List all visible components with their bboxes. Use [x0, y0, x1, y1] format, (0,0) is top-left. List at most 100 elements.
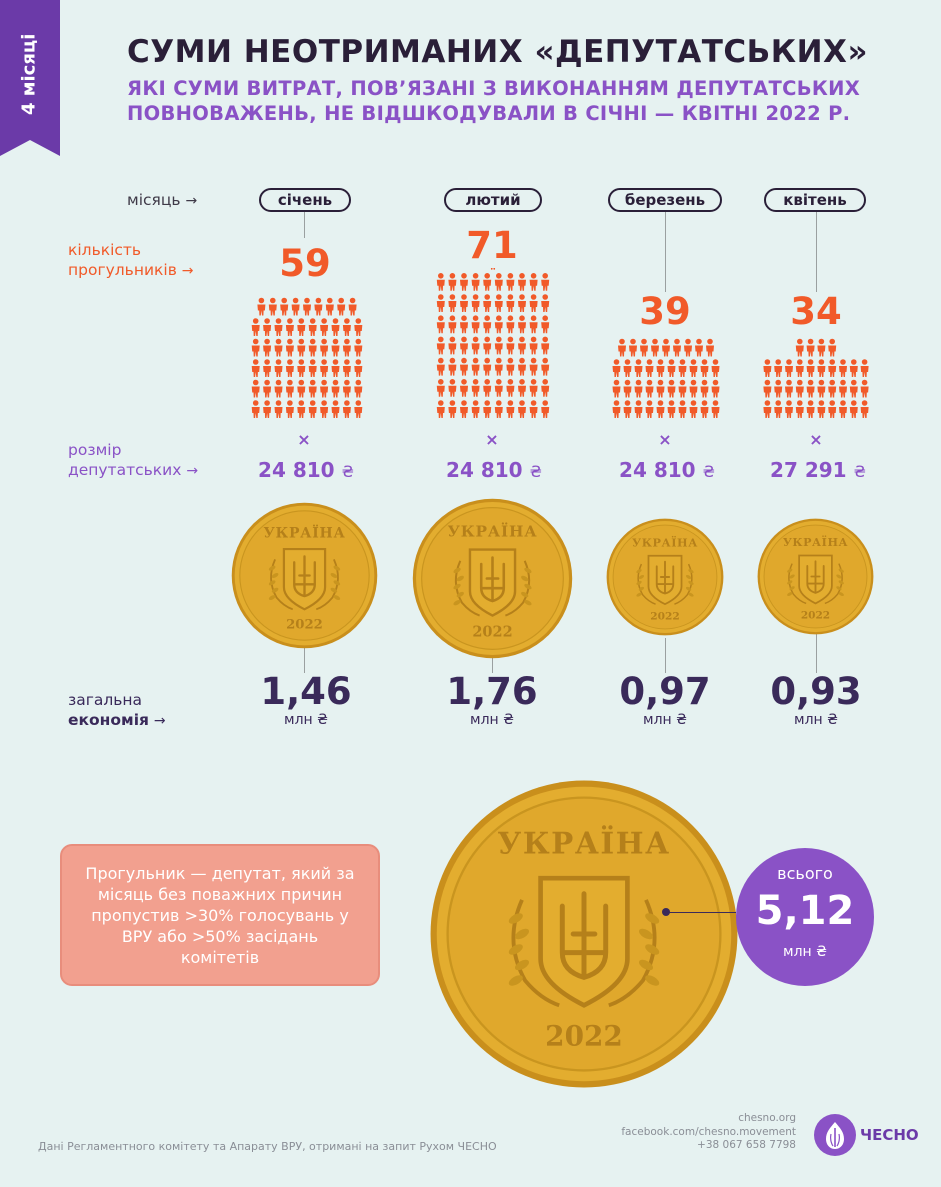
coin-icon: УКРАЇНА 2022 — [757, 518, 874, 635]
person-icon — [251, 338, 260, 357]
person-icon — [640, 338, 648, 357]
person-icon — [839, 379, 847, 398]
absentee-count: 34 — [790, 290, 842, 333]
arrow-icon: → — [185, 193, 198, 209]
person-icon — [689, 359, 698, 377]
person-icon — [251, 359, 260, 377]
person-icon — [342, 359, 351, 377]
total-unit: млн ₴ — [783, 944, 827, 960]
person-icon — [263, 338, 272, 357]
pointer-line — [666, 912, 736, 913]
absentee-count: 39 — [639, 290, 691, 333]
person-icon — [806, 338, 815, 357]
person-icon — [448, 336, 457, 355]
person-icon — [448, 315, 457, 334]
absentee-definition-note: Прогульник — депутат, який за місяць без… — [60, 844, 380, 986]
svg-text:2022: 2022 — [650, 609, 680, 622]
person-icon — [460, 273, 468, 291]
person-icon — [695, 338, 703, 357]
person-icon — [471, 315, 480, 334]
person-icon — [656, 400, 665, 418]
person-icon — [849, 359, 858, 377]
person-icon — [795, 338, 804, 357]
person-icon — [460, 294, 468, 312]
person-icon — [471, 273, 480, 291]
row-label-allowance: розмір депутатських → — [68, 441, 199, 479]
person-icon — [506, 379, 515, 397]
person-icon — [629, 338, 637, 357]
allowance-amount: 27 291 ₴ — [770, 458, 866, 482]
svg-text:УКРАЇНА: УКРАЇНА — [783, 535, 848, 549]
person-icon — [448, 294, 457, 312]
savings-value: 1,46 — [260, 670, 352, 713]
facebook-link[interactable]: facebook.com/chesno.movement — [621, 1125, 796, 1138]
savings-value: 0,93 — [770, 670, 862, 713]
person-icon — [817, 400, 826, 418]
person-icon — [623, 379, 632, 398]
person-icon — [817, 359, 826, 377]
person-icon — [303, 297, 311, 316]
page-subtitle: ЯКІ СУМИ ВИТРАТ, ПОВ’ЯЗАНІ З ВИКОНАННЯМ … — [127, 77, 861, 125]
people-icons — [763, 338, 869, 418]
person-icon — [839, 400, 847, 418]
person-icon — [662, 338, 670, 357]
person-icon — [274, 318, 283, 336]
person-icon — [494, 379, 503, 397]
person-icon — [711, 359, 720, 377]
page-title: СУМИ НЕОТРИМАНИХ «ДЕПУТАТСЬКИХ» — [127, 34, 868, 70]
person-icon — [483, 400, 492, 418]
person-icon — [529, 336, 538, 355]
person-icon — [763, 400, 772, 418]
person-icon — [448, 357, 457, 376]
person-icon — [354, 338, 363, 357]
person-icon — [274, 338, 283, 357]
person-icon — [506, 315, 515, 334]
person-icon — [839, 359, 847, 377]
person-icon — [817, 338, 826, 357]
person-icon — [285, 400, 294, 418]
person-icon — [342, 338, 351, 357]
person-icon — [529, 357, 538, 376]
person-icon — [785, 400, 793, 418]
person-icon — [494, 273, 503, 291]
person-icon — [529, 400, 538, 418]
person-icon — [460, 400, 468, 418]
person-icon — [297, 379, 306, 398]
person-icon — [634, 379, 643, 398]
svg-text:2022: 2022 — [545, 1020, 623, 1053]
person-icon — [342, 400, 351, 418]
person-icon — [257, 297, 266, 316]
person-icon — [518, 273, 526, 291]
person-icon — [623, 359, 632, 377]
person-icon — [795, 379, 804, 398]
person-icon — [483, 357, 492, 376]
contacts: chesno.org facebook.com/chesno.movement … — [621, 1112, 796, 1153]
website-link[interactable]: chesno.org — [738, 1112, 796, 1124]
person-icon — [308, 400, 317, 418]
arrow-icon: → — [153, 713, 166, 729]
person-icon — [280, 297, 289, 316]
person-icon — [711, 379, 720, 398]
person-icon — [541, 273, 550, 291]
person-icon — [354, 318, 363, 336]
total-label: всього — [777, 864, 833, 883]
row-label-month: місяць → — [127, 191, 198, 209]
person-icon — [612, 379, 621, 398]
person-icon — [490, 268, 496, 270]
person-icon — [331, 400, 340, 418]
month-pill: березень — [608, 188, 722, 212]
chesno-logo-icon — [814, 1114, 856, 1156]
divider — [816, 634, 817, 673]
person-icon — [436, 336, 445, 355]
person-icon — [251, 318, 260, 336]
person-icon — [700, 379, 709, 398]
people-icons — [612, 338, 720, 418]
person-icon — [678, 359, 687, 377]
person-icon — [506, 336, 515, 355]
multiply-icon: × — [485, 430, 499, 449]
person-icon — [612, 359, 621, 377]
allowance-amount: 24 810 ₴ — [619, 458, 715, 482]
row-label-savings: загальна економія → — [68, 691, 166, 729]
person-icon — [828, 338, 837, 357]
person-icon — [483, 273, 492, 291]
